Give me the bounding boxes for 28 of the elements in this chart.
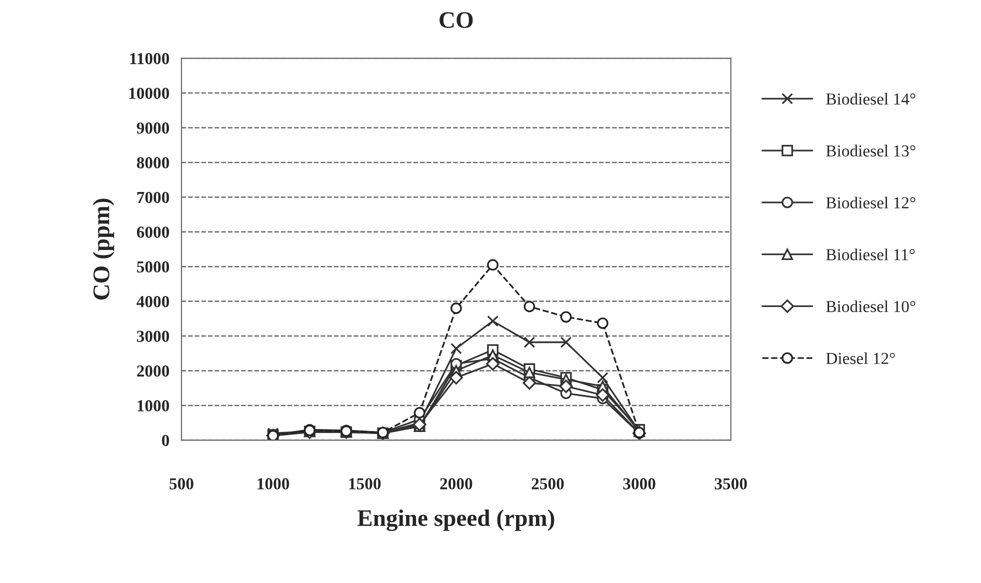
legend-label: Biodiesel 12° bbox=[826, 196, 916, 208]
x-axis-title: Engine speed (rpm) bbox=[358, 509, 554, 532]
legend-label: Biodiesel 14° bbox=[826, 92, 916, 105]
x-tick-label: 2000 bbox=[440, 478, 472, 490]
legend-label: Biodiesel 10° bbox=[826, 300, 916, 312]
y-tick-label: 5000 bbox=[137, 261, 170, 273]
chart-title: CO bbox=[440, 12, 473, 28]
x-tick-label: 3000 bbox=[623, 478, 656, 490]
y-tick-label: 0 bbox=[162, 434, 170, 446]
y-tick-label: 4000 bbox=[136, 296, 170, 308]
y-axis-title: CO (ppm) bbox=[92, 198, 114, 300]
x-tick-label: 2500 bbox=[532, 478, 564, 490]
y-tick-label: 8000 bbox=[136, 157, 170, 168]
legend-label: Diesel 12° bbox=[826, 352, 895, 364]
y-tick-label: 1000 bbox=[138, 400, 170, 412]
legend-label: Biodiesel 11° bbox=[826, 248, 915, 260]
x-tick-label: 3500 bbox=[714, 478, 747, 490]
y-tick-label: 2000 bbox=[137, 365, 170, 377]
x-tick-label: 1000 bbox=[258, 478, 290, 490]
y-tick-label: 3000 bbox=[136, 330, 170, 342]
y-tick-label: 11000 bbox=[130, 53, 170, 64]
y-tick-label: 9000 bbox=[136, 122, 170, 134]
legend-label: Biodiesel 13° bbox=[826, 144, 916, 157]
y-tick-label: 7000 bbox=[137, 192, 170, 204]
x-tick-label: 1500 bbox=[349, 478, 381, 490]
x-tick-label: 500 bbox=[170, 478, 194, 490]
y-tick-label: 6000 bbox=[136, 226, 170, 238]
y-tick-label: 10000 bbox=[129, 88, 170, 99]
